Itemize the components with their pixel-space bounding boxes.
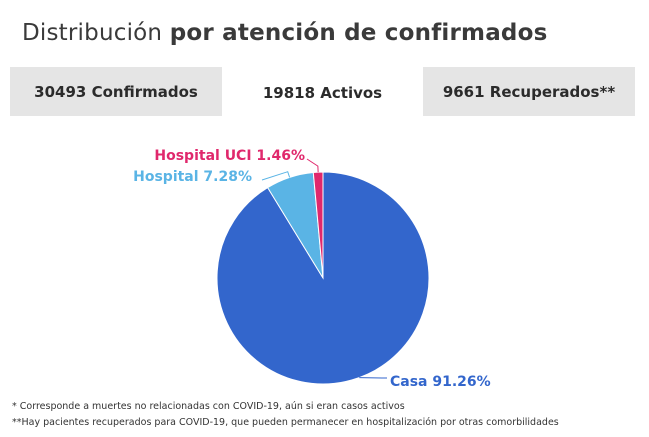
slice-label-0: Casa 91.26% xyxy=(390,374,491,390)
leader-line-1 xyxy=(261,171,291,181)
slice-label-1: Hospital 7.28% xyxy=(133,169,252,185)
slice-label-2: Hospital UCI 1.46% xyxy=(154,148,305,164)
pie-slice-2 xyxy=(312,171,324,279)
tab-recuperados[interactable]: 9661 Recuperados** xyxy=(442,82,616,101)
title-bold: por atención de confirmados xyxy=(169,20,548,46)
leader-line-2 xyxy=(306,158,319,173)
footnote-2: **Hay pacientes recuperados para COVID-1… xyxy=(12,417,559,428)
tab-activos[interactable]: 19818 Activos xyxy=(222,67,423,119)
tab-bar: 30493 Confirmados 19818 Activos 9661 Rec… xyxy=(10,67,635,119)
page-title: Distribución por atención de confirmados xyxy=(22,20,548,46)
title-light: Distribución xyxy=(22,20,163,46)
pie-chart: Casa 91.26% Hospital 7.28% Hospital UCI 1.… xyxy=(133,148,491,390)
footnote-1: * Corresponde a muertes no relacionadas … xyxy=(12,401,405,412)
tab-confirmados[interactable]: 30493 Confirmados xyxy=(34,82,198,101)
